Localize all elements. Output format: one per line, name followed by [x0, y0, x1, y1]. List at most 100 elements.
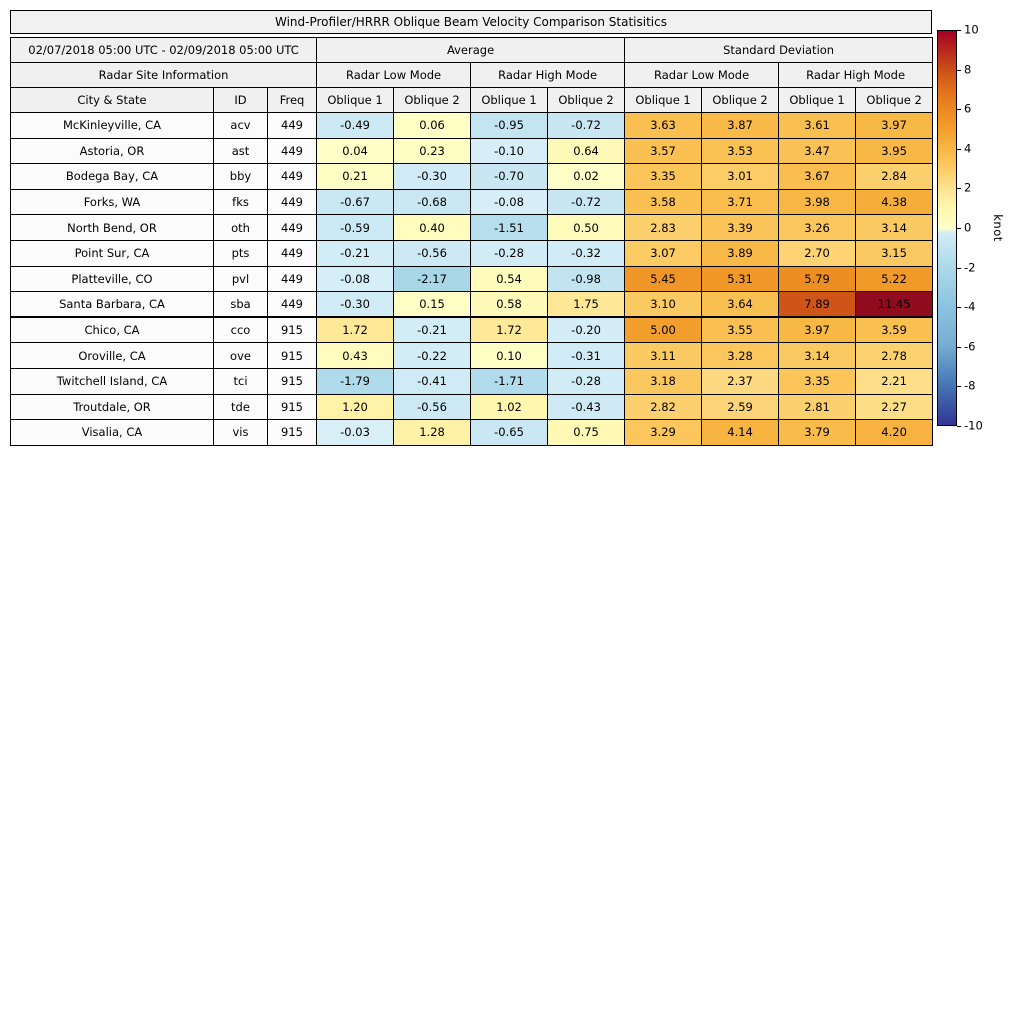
value-cell: 3.39 [701, 214, 780, 241]
value-cell: 1.20 [316, 393, 395, 421]
value-cell: 1.72 [470, 316, 549, 344]
city-cell: Bodega Bay, CA [10, 163, 214, 190]
table-row: McKinleyville, CA acv 449 -0.49 0.06 -0.95 -0.… [10, 112, 934, 139]
average-group-header: Average [316, 37, 626, 63]
value-cell: 2.21 [855, 367, 934, 395]
value-cell: 1.02 [470, 393, 549, 421]
value-cell: 7.89 [778, 291, 857, 318]
id-cell: tde [213, 393, 268, 421]
id-cell: pts [213, 239, 268, 267]
freq-cell: 449 [266, 112, 318, 139]
value-cell: 3.87 [701, 112, 780, 139]
value-cell: 3.29 [624, 419, 703, 446]
colorbar-tick-label: -4 [964, 299, 976, 314]
freq-cell: 449 [266, 265, 318, 293]
value-cell: -0.56 [393, 393, 472, 421]
oblique1-column-header: Oblique 1 [778, 87, 857, 113]
table-row: Platteville, CO pvl 449 -0.08 -2.17 0.54 -0.98… [10, 265, 934, 293]
value-cell: 5.31 [701, 265, 780, 293]
value-cell: 0.75 [547, 419, 626, 446]
value-cell: -0.21 [393, 316, 472, 344]
value-cell: 1.75 [547, 291, 626, 318]
value-cell: -0.10 [470, 137, 549, 165]
group-header-row: 02/07/2018 05:00 UTC - 02/09/2018 05:00 … [9, 37, 934, 63]
freq-cell: 449 [266, 188, 318, 216]
value-cell: 11.45 [855, 291, 934, 318]
city-cell: Chico, CA [10, 316, 214, 344]
id-cell: fks [213, 188, 268, 216]
id-cell: vis [213, 419, 268, 446]
value-cell: 3.35 [778, 367, 857, 395]
value-cell: -0.20 [547, 316, 626, 344]
value-cell: 0.40 [393, 214, 472, 241]
value-cell: 3.26 [778, 214, 857, 241]
value-cell: -0.08 [470, 188, 549, 216]
value-cell: 0.43 [316, 342, 395, 369]
value-cell: -0.98 [547, 265, 626, 293]
value-cell: 0.04 [316, 137, 395, 165]
value-cell: -0.56 [393, 239, 472, 267]
id-cell: pvl [213, 265, 268, 293]
table-row: Santa Barbara, CA sba 449 -0.30 0.15 0.58 1.75… [10, 291, 934, 318]
value-cell: -1.71 [470, 367, 549, 395]
value-cell: 3.53 [701, 137, 780, 165]
value-cell: 2.83 [624, 214, 703, 241]
freq-cell: 449 [266, 163, 318, 190]
city-cell: Oroville, CA [10, 342, 214, 369]
freq-cell: 449 [266, 239, 318, 267]
id-column-header: ID [213, 87, 268, 113]
table-row: Visalia, CA vis 915 -0.03 1.28 -0.65 0.75 3.29 4… [10, 419, 934, 446]
table-row: Forks, WA fks 449 -0.67 -0.68 -0.08 -0.72 3.58 3… [10, 188, 934, 216]
value-cell: 3.71 [701, 188, 780, 216]
colorbar-tick [957, 307, 961, 309]
oblique2-column-header: Oblique 2 [547, 87, 626, 113]
std-high-mode-header: Radar High Mode [778, 62, 934, 88]
value-cell: 0.50 [547, 214, 626, 241]
colorbar-tick-label: 6 [964, 101, 972, 116]
colorbar-tick [957, 386, 961, 388]
freq-cell: 449 [266, 137, 318, 165]
value-cell: 0.54 [470, 265, 549, 293]
value-cell: -0.70 [470, 163, 549, 190]
city-cell: Platteville, CO [10, 265, 214, 293]
city-cell: Visalia, CA [10, 419, 214, 446]
value-cell: 0.58 [470, 291, 549, 318]
id-cell: sba [213, 291, 268, 318]
value-cell: -0.28 [470, 239, 549, 267]
value-cell: 3.61 [778, 112, 857, 139]
colorbar-tick [957, 267, 961, 269]
freq-column-header: Freq [266, 87, 318, 113]
value-cell: 3.57 [624, 137, 703, 165]
value-cell: 1.28 [393, 419, 472, 446]
value-cell: -0.72 [547, 188, 626, 216]
table-row: Twitchell Island, CA tci 915 -1.79 -0.41 -1.7… [10, 367, 934, 395]
value-cell: -0.49 [316, 112, 395, 139]
city-cell: Troutdale, OR [10, 393, 214, 421]
city-cell: North Bend, OR [10, 214, 214, 241]
value-cell: -0.43 [547, 393, 626, 421]
value-cell: 3.18 [624, 367, 703, 395]
value-cell: 0.10 [470, 342, 549, 369]
avg-high-mode-header: Radar High Mode [470, 62, 626, 88]
value-cell: -2.17 [393, 265, 472, 293]
value-cell: 3.95 [855, 137, 934, 165]
value-cell: -0.41 [393, 367, 472, 395]
value-cell: 3.47 [778, 137, 857, 165]
value-cell: 3.67 [778, 163, 857, 190]
value-cell: 3.55 [701, 316, 780, 344]
value-cell: 3.58 [624, 188, 703, 216]
oblique1-column-header: Oblique 1 [316, 87, 395, 113]
value-cell: 5.79 [778, 265, 857, 293]
oblique1-column-header: Oblique 1 [624, 87, 703, 113]
value-cell: -0.32 [547, 239, 626, 267]
city-cell: Point Sur, CA [10, 239, 214, 267]
value-cell: 3.01 [701, 163, 780, 190]
stddev-group-header: Standard Deviation [624, 37, 934, 63]
colorbar-tick [957, 346, 961, 348]
colorbar-gradient [937, 30, 957, 426]
table-row: Oroville, CA ove 915 0.43 -0.22 0.10 -0.31 3.11… [10, 342, 934, 369]
city-cell: McKinleyville, CA [10, 112, 214, 139]
value-cell: 5.22 [855, 265, 934, 293]
value-cell: -0.72 [547, 112, 626, 139]
